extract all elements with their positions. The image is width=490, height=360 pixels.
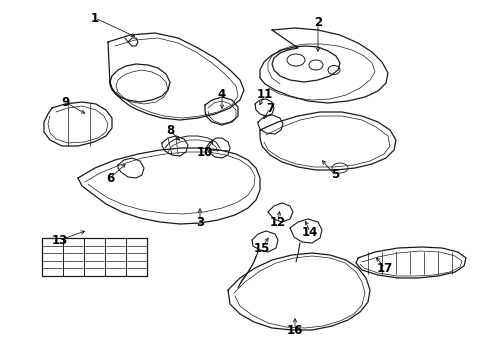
Text: 11: 11 bbox=[257, 89, 273, 102]
Text: 1: 1 bbox=[91, 12, 99, 24]
Text: 7: 7 bbox=[266, 102, 274, 114]
Text: 9: 9 bbox=[61, 95, 69, 108]
Text: 15: 15 bbox=[254, 242, 270, 255]
Text: 14: 14 bbox=[302, 225, 318, 238]
Text: 16: 16 bbox=[287, 324, 303, 337]
Text: 5: 5 bbox=[331, 168, 339, 181]
Text: 13: 13 bbox=[52, 234, 68, 247]
Text: 2: 2 bbox=[314, 15, 322, 28]
Text: 3: 3 bbox=[196, 216, 204, 229]
Text: 17: 17 bbox=[377, 261, 393, 274]
Text: 12: 12 bbox=[270, 216, 286, 229]
Text: 10: 10 bbox=[197, 145, 213, 158]
Text: 8: 8 bbox=[166, 123, 174, 136]
Text: 4: 4 bbox=[218, 89, 226, 102]
Text: 6: 6 bbox=[106, 171, 114, 184]
